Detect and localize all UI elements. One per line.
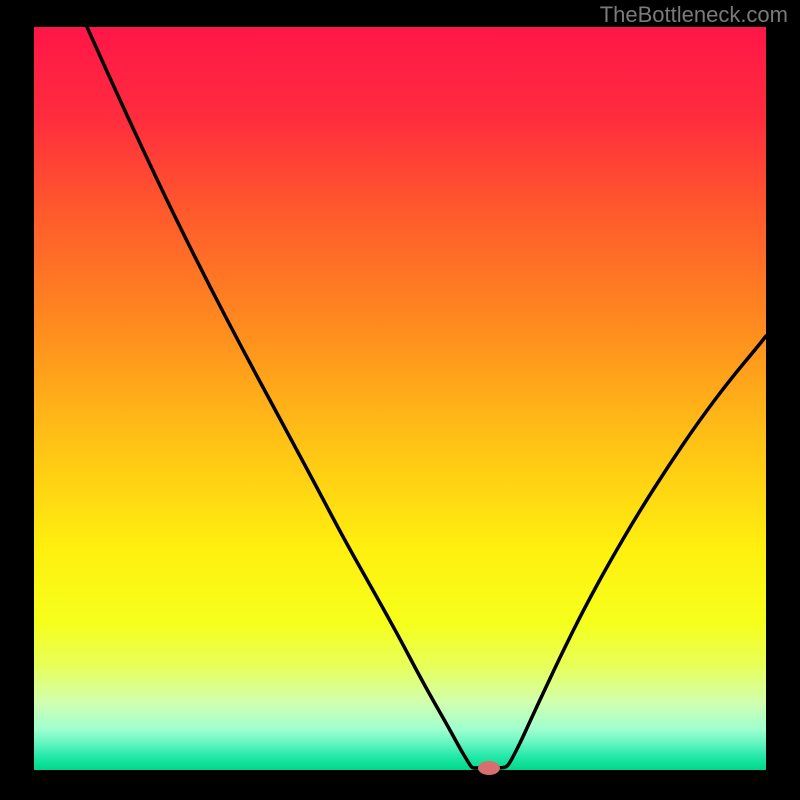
chart-svg xyxy=(0,0,800,800)
optimal-point-marker xyxy=(478,761,500,775)
chart-container: TheBottleneck.com xyxy=(0,0,800,800)
plot-background xyxy=(34,27,766,770)
watermark-text: TheBottleneck.com xyxy=(600,2,788,28)
